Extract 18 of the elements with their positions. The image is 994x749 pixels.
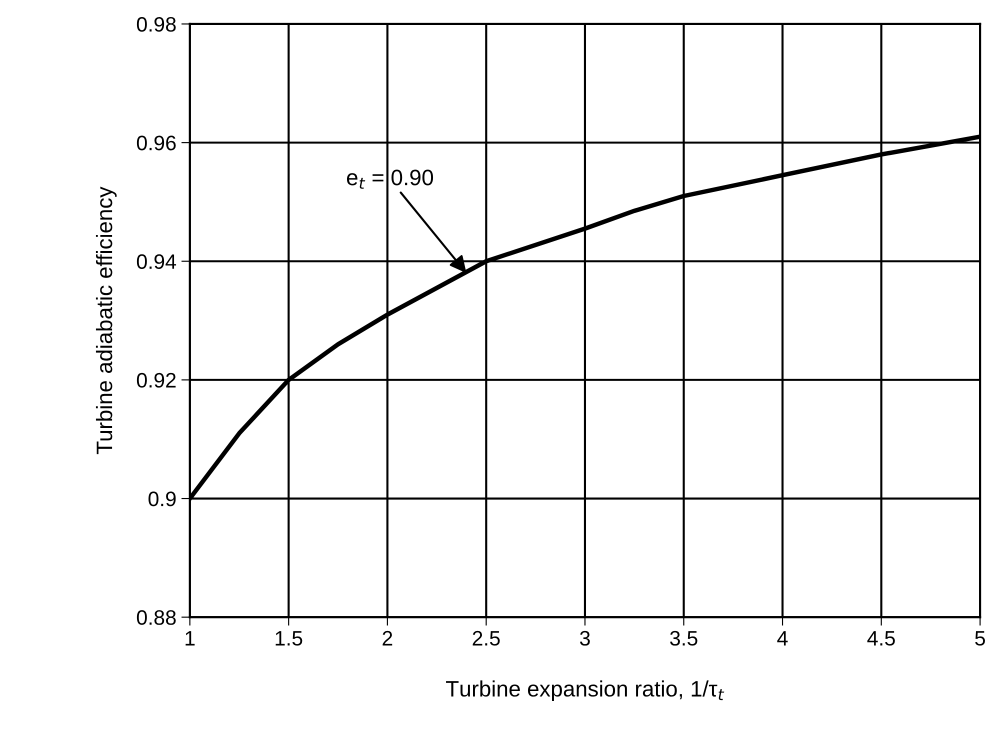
x-tick-label: 5: [975, 631, 986, 646]
x-tick-label: 2.5: [472, 630, 500, 646]
x-tick-label: 3: [580, 630, 590, 646]
x-tick-label: 1.5: [276, 631, 302, 646]
x-tick-label: 4.5: [867, 631, 895, 646]
x-tick-label: 4: [777, 631, 788, 646]
y-tick-label: 0.96: [136, 136, 176, 150]
y-tick-label: 0.98: [136, 16, 176, 32]
annotation: e$_{t}$ = 0.90: [346, 170, 434, 189]
y-tick-label: 0.9: [148, 492, 176, 506]
x-tick-label: 2: [382, 630, 392, 646]
x-tick-label: 1: [186, 631, 195, 646]
x-axis-title: Turbine expansion ratio, 1/τ$_{t}$: [446, 680, 724, 702]
x-tick-label: 3.5: [670, 630, 698, 646]
y-tick-label: 0.94: [136, 254, 176, 270]
y-tick-label: 0.92: [136, 372, 176, 388]
y-axis-title: Turbine adiabatic efficiency: [96, 186, 117, 454]
y-tick-label: 0.88: [136, 610, 176, 625]
